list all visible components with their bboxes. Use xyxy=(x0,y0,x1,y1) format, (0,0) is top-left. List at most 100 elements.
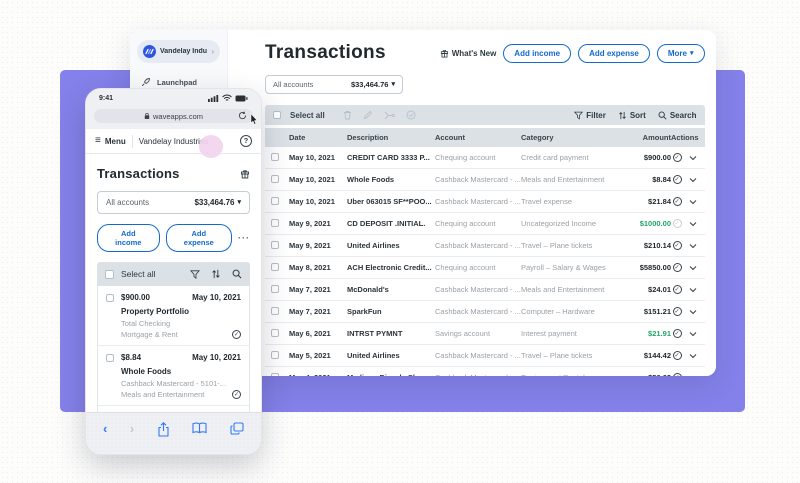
tabs-icon[interactable] xyxy=(230,422,244,435)
row-checkbox[interactable] xyxy=(271,372,279,376)
forward-button[interactable]: › xyxy=(129,421,135,436)
filter-button[interactable]: Filter xyxy=(574,111,606,120)
table-row[interactable]: May 9, 2021 CD DEPOSIT .INITIAL. Chequin… xyxy=(265,213,705,235)
add-expense-button[interactable]: Add expense xyxy=(578,43,650,63)
card-checkbox[interactable] xyxy=(106,354,114,362)
verified-check-icon[interactable]: ✓ xyxy=(672,153,682,162)
row-checkbox[interactable] xyxy=(271,196,279,205)
account-filter-label: All accounts xyxy=(273,80,314,89)
url-field[interactable]: waveapps.com xyxy=(94,109,253,123)
table-row[interactable]: May 7, 2021 McDonald's Cashback Masterca… xyxy=(265,279,705,301)
menu-button[interactable]: ≡ Menu xyxy=(95,136,126,146)
cell-description: INTRST PYMNT xyxy=(347,329,403,338)
gift-icon[interactable] xyxy=(240,169,250,179)
transaction-card[interactable]: $8.84 May 10, 2021 Whole Foods Cashback … xyxy=(98,346,249,406)
cell-date: May 6, 2021 xyxy=(289,329,331,338)
card-checkbox[interactable] xyxy=(106,294,114,302)
cell-date: May 4, 2021 xyxy=(289,373,347,376)
chevron-down-icon[interactable] xyxy=(689,177,697,183)
verified-check-icon[interactable]: ✓ xyxy=(672,219,682,228)
row-checkbox[interactable] xyxy=(271,350,279,359)
row-checkbox[interactable] xyxy=(271,284,279,293)
row-checkbox[interactable] xyxy=(271,240,279,249)
table-row[interactable]: May 8, 2021 ACH Electronic Credit... Che… xyxy=(265,257,705,279)
row-checkbox[interactable] xyxy=(271,218,279,227)
chevron-down-icon[interactable] xyxy=(689,375,697,377)
verified-check-icon[interactable]: ✓ xyxy=(672,373,682,376)
more-options-icon[interactable]: ··· xyxy=(238,233,250,243)
verified-check-icon[interactable]: ✓ xyxy=(672,197,682,206)
table-row[interactable]: May 10, 2021 Uber 063015 SF**POO... Cash… xyxy=(265,191,705,213)
verified-check-icon[interactable]: ✓ xyxy=(672,307,682,316)
cell-amount: $900.00 xyxy=(643,153,671,162)
add-expense-button[interactable]: Add expense xyxy=(165,224,232,252)
cell-amount: $8.84 xyxy=(652,175,671,184)
verify-icon[interactable] xyxy=(406,110,416,120)
chevron-down-icon[interactable] xyxy=(689,199,697,205)
back-button[interactable]: ‹ xyxy=(103,421,108,436)
table-row[interactable]: May 5, 2021 United Airlines Cashback Mas… xyxy=(265,345,705,367)
pencil-icon[interactable] xyxy=(363,110,373,120)
sidebar-item-launchpad[interactable]: Launchpad xyxy=(130,72,227,92)
select-all-checkbox[interactable] xyxy=(273,111,281,119)
verified-check-icon[interactable]: ✓ xyxy=(672,329,682,338)
row-checkbox[interactable] xyxy=(271,152,279,161)
share-icon[interactable] xyxy=(157,422,170,437)
browser-bottom-toolbar: ‹ › xyxy=(86,412,261,454)
phone-list-toolbar: Select all xyxy=(97,262,250,286)
add-income-button[interactable]: Add income xyxy=(503,43,572,63)
cell-date: May 9, 2021 xyxy=(289,241,331,250)
account-filter-dropdown[interactable]: All accounts $33,464.76 ▾ xyxy=(265,75,403,94)
table-row[interactable]: May 7, 2021 SparkFun Cashback Mastercard… xyxy=(265,301,705,323)
add-income-button[interactable]: Add income xyxy=(97,224,160,252)
phone-account-dropdown[interactable]: All accounts $33,464.76 ▾ xyxy=(97,191,250,214)
table-row[interactable]: May 9, 2021 United Airlines Cashback Mas… xyxy=(265,235,705,257)
phone-business-name[interactable]: Vandelay Industries xyxy=(138,136,209,146)
card-category: Meals and Entertainment xyxy=(121,390,205,399)
table-row[interactable]: May 4, 2021 Madison Bicycle Shop Cashbac… xyxy=(265,367,705,376)
sort-icon[interactable] xyxy=(211,269,221,279)
table-row[interactable]: May 10, 2021 Whole Foods Cashback Master… xyxy=(265,169,705,191)
whats-new-link[interactable]: What's New xyxy=(440,49,496,58)
verified-check-icon[interactable]: ✓ xyxy=(672,175,682,184)
cell-description: Madison Bicycle Shop xyxy=(347,373,435,376)
chevron-down-icon[interactable] xyxy=(689,287,697,293)
row-checkbox[interactable] xyxy=(271,174,279,183)
row-checkbox[interactable] xyxy=(271,328,279,337)
bookmarks-icon[interactable] xyxy=(192,422,207,434)
row-checkbox[interactable] xyxy=(271,306,279,315)
refresh-icon[interactable] xyxy=(238,111,247,120)
sort-button[interactable]: Sort xyxy=(618,111,646,120)
search-icon[interactable] xyxy=(232,269,242,279)
select-all-checkbox[interactable] xyxy=(105,269,114,279)
merge-icon[interactable] xyxy=(384,111,395,120)
trash-icon[interactable] xyxy=(343,110,352,120)
verified-check-icon[interactable]: ✓ xyxy=(672,263,682,272)
chevron-down-icon[interactable] xyxy=(689,331,697,337)
chevron-down-icon[interactable] xyxy=(689,309,697,315)
table-row[interactable]: May 10, 2021 CREDIT CARD 3333 P... Chequ… xyxy=(265,147,705,169)
cell-date: May 5, 2021 xyxy=(289,351,331,360)
table-row[interactable]: May 6, 2021 INTRST PYMNT Savings account… xyxy=(265,323,705,345)
verified-check-icon[interactable]: ✓ xyxy=(232,390,241,399)
cell-description: CREDIT CARD 3333 P... xyxy=(347,153,430,162)
filter-icon[interactable] xyxy=(190,269,200,279)
cell-category: Computer – Hardware xyxy=(521,307,595,316)
chevron-down-icon[interactable] xyxy=(689,155,697,161)
row-checkbox[interactable] xyxy=(271,262,279,271)
business-switcher[interactable]: Vandelay Industr... › xyxy=(137,40,220,63)
transaction-card[interactable]: $900.00 May 10, 2021 Property Portfolio … xyxy=(98,286,249,346)
help-icon[interactable]: ? xyxy=(240,135,252,147)
chevron-down-icon[interactable] xyxy=(689,221,697,227)
verified-check-icon[interactable]: ✓ xyxy=(232,330,241,339)
chevron-down-icon[interactable] xyxy=(689,353,697,359)
chevron-down-icon[interactable] xyxy=(689,265,697,271)
more-button[interactable]: More ▾ xyxy=(656,43,705,63)
verified-check-icon[interactable]: ✓ xyxy=(672,241,682,250)
cell-amount: $21.91 xyxy=(648,329,671,338)
chevron-down-icon[interactable] xyxy=(689,243,697,249)
cell-actions: ✓ xyxy=(671,219,699,228)
search-button[interactable]: Search xyxy=(658,111,697,120)
verified-check-icon[interactable]: ✓ xyxy=(672,351,682,360)
verified-check-icon[interactable]: ✓ xyxy=(672,285,682,294)
